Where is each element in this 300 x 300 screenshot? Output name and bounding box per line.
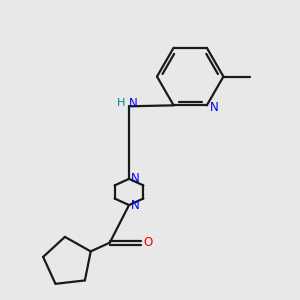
Text: O: O bbox=[143, 236, 153, 249]
Text: N: N bbox=[129, 97, 138, 110]
Text: N: N bbox=[131, 199, 140, 212]
Text: N: N bbox=[210, 100, 218, 114]
Text: H: H bbox=[117, 98, 125, 109]
Text: N: N bbox=[131, 172, 140, 185]
